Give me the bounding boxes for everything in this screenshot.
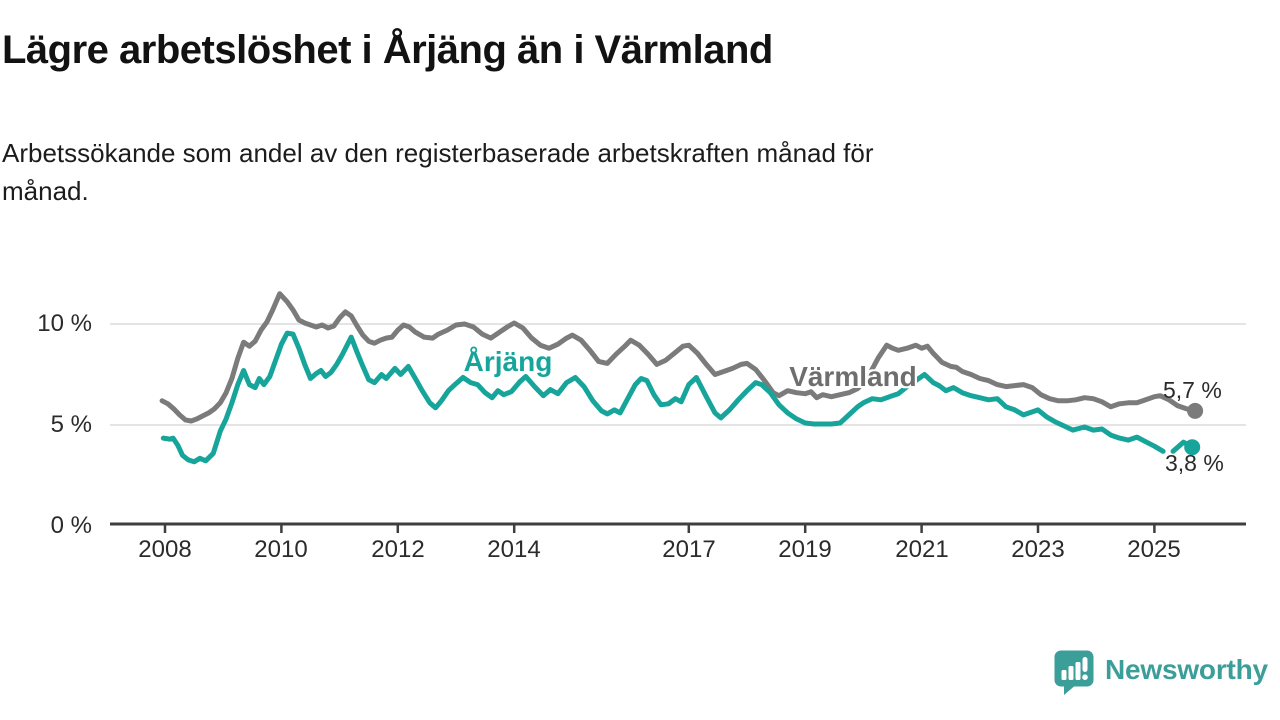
value-label-arjang: 3,8 % (1165, 450, 1224, 476)
chart-subtitle-line1: Arbetssökande som andel av den registerb… (2, 138, 874, 168)
newsworthy-logo: Newsworthy (1053, 649, 1268, 696)
x-axis-tick-label: 2014 (487, 536, 541, 563)
x-axis-tick-label: 2019 (778, 536, 832, 563)
series-label-varmland: Värmland (789, 361, 917, 392)
end-dot-arjang (1184, 439, 1201, 456)
series-label-arjang: Årjäng (463, 346, 553, 377)
chart-subtitle: Arbetssökande som andel av den registerb… (2, 134, 1272, 210)
y-axis-tick-label: 10 % (37, 310, 92, 337)
newsworthy-logo-text: Newsworthy (1105, 654, 1268, 685)
chart-subtitle-line2: månad. (2, 176, 89, 206)
line-varmland (159, 291, 1198, 424)
line-arjang (160, 330, 1166, 465)
x-axis-tick-label: 2008 (138, 536, 192, 563)
newsworthy-logo-icon (1054, 650, 1094, 695)
y-axis-tick-label: 5 % (50, 411, 92, 438)
x-axis-tick-label: 2023 (1011, 536, 1065, 563)
x-axis-tick-label: 2025 (1127, 536, 1181, 563)
x-axis-tick-label: 2017 (662, 536, 716, 563)
value-label-varmland: 5,7 % (1163, 377, 1222, 403)
y-axis-tick-label: 0 % (50, 512, 92, 539)
x-axis-tick-label: 2010 (254, 536, 308, 563)
x-axis-tick-label: 2012 (371, 536, 425, 563)
page-title: Lägre arbetslöshet i Årjäng än i Värmlan… (2, 28, 773, 72)
end-dot-varmland (1187, 402, 1204, 419)
x-axis-tick-label: 2021 (895, 536, 949, 563)
